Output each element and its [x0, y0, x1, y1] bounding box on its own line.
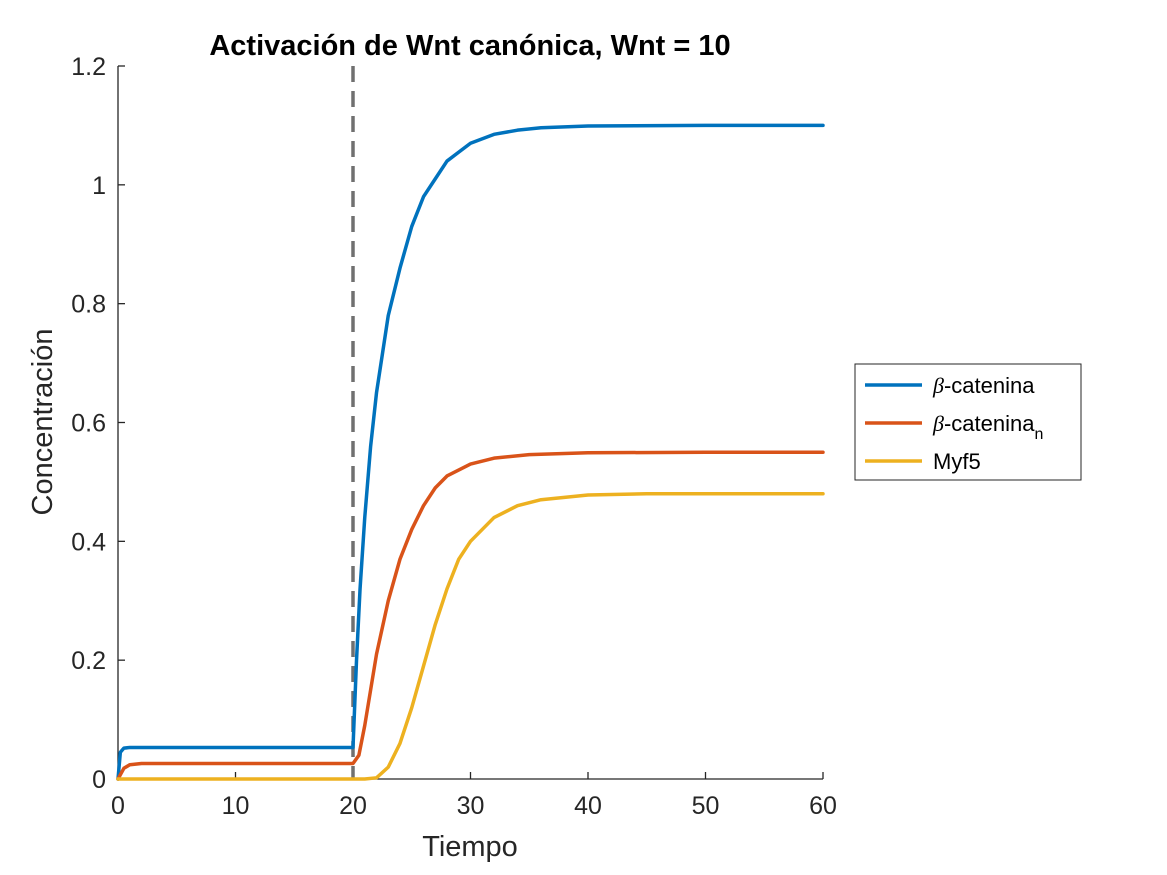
- legend-label: β-cateninan: [932, 411, 1043, 443]
- x-tick-label: 60: [809, 792, 837, 820]
- chart-title: Activación de Wnt canónica, Wnt = 10: [209, 30, 730, 62]
- y-tick-label: 0.2: [71, 647, 106, 675]
- x-tick-label: 50: [692, 792, 720, 820]
- series-line-1: [116, 123, 825, 781]
- x-tick-label: 10: [222, 792, 250, 820]
- legend-label: Myf5: [933, 449, 981, 474]
- x-ticks: 0 10 20 30 40 50 60: [111, 772, 837, 820]
- y-tick-label: 1.2: [71, 53, 106, 81]
- plot-area: 0 10 20 30 40 50 60 0 0.2 0.4 0.6 0.8 1 1.2: [71, 53, 837, 820]
- series-lines: [116, 123, 825, 781]
- series-line-3: [116, 492, 825, 781]
- series-line-2: [116, 450, 825, 781]
- legend: β-catenina β-cateninan Myf5: [854, 363, 1082, 481]
- y-axis-label: Concentración: [27, 329, 59, 516]
- y-tick-label: 0.8: [71, 291, 106, 319]
- legend-label: β-catenina: [932, 373, 1035, 398]
- x-tick-label: 40: [574, 792, 602, 820]
- x-tick-label: 0: [111, 792, 125, 820]
- x-axis-label: Tiempo: [422, 831, 518, 863]
- y-tick-label: 1: [92, 172, 106, 200]
- x-tick-label: 30: [457, 792, 485, 820]
- y-ticks: 0 0.2 0.4 0.6 0.8 1 1.2: [71, 53, 125, 794]
- y-tick-label: 0.4: [71, 528, 106, 556]
- y-tick-label: 0.6: [71, 410, 106, 438]
- y-tick-label: 0: [92, 766, 106, 794]
- x-tick-label: 20: [339, 792, 367, 820]
